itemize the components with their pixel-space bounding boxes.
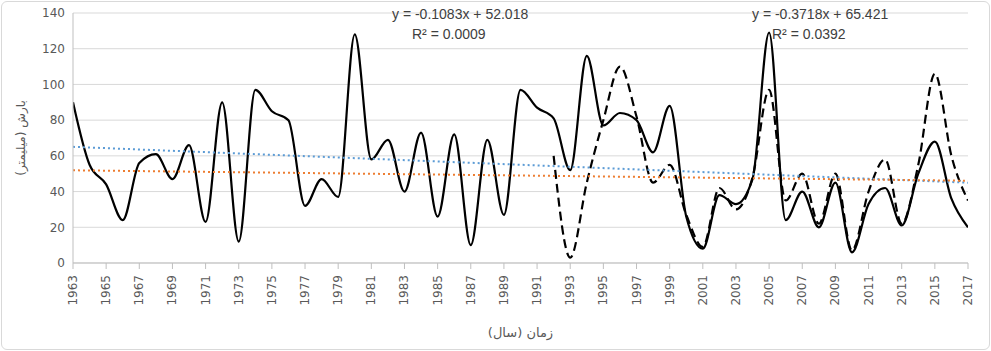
svg-text:1987: 1987 <box>464 275 478 306</box>
svg-text:2015: 2015 <box>928 275 942 306</box>
html-text:y = -0.3718x + 65.421: y = -0.3718x + 65.421 <box>752 6 889 22</box>
svg-text:2003: 2003 <box>729 275 743 306</box>
svg-text:1991: 1991 <box>530 275 544 306</box>
html-text:R² = 0.0009: R² = 0.0009 <box>412 26 486 42</box>
svg-text:1969: 1969 <box>165 275 179 306</box>
svg-text:120: 120 <box>42 42 65 56</box>
svg-text:1995: 1995 <box>596 275 610 306</box>
svg-text:1975: 1975 <box>265 275 279 306</box>
svg-text:0: 0 <box>57 256 65 270</box>
svg-text:2017: 2017 <box>961 275 975 306</box>
svg-text:2011: 2011 <box>862 275 876 306</box>
svg-text:100: 100 <box>42 78 65 92</box>
svg-text:1981: 1981 <box>364 275 378 306</box>
svg-text:2009: 2009 <box>828 275 842 306</box>
html-text:y = -0.1083x + 52.018: y = -0.1083x + 52.018 <box>392 6 529 22</box>
svg-text:1979: 1979 <box>331 275 345 306</box>
svg-text:بارش (میلیمتر): بارش (میلیمتر) <box>14 100 29 175</box>
svg-text:1993: 1993 <box>563 275 577 306</box>
svg-text:2013: 2013 <box>895 275 909 306</box>
svg-text:1997: 1997 <box>630 275 644 306</box>
svg-text:20: 20 <box>50 221 65 235</box>
svg-text:2001: 2001 <box>696 275 710 306</box>
svg-text:1973: 1973 <box>232 275 246 306</box>
svg-text:1967: 1967 <box>132 275 146 306</box>
svg-text:1963: 1963 <box>66 275 80 306</box>
svg-text:1985: 1985 <box>431 275 445 306</box>
svg-text:1971: 1971 <box>199 275 213 306</box>
svg-text:1999: 1999 <box>663 275 677 306</box>
svg-text:1965: 1965 <box>99 275 113 306</box>
svg-text:زمان (سال): زمان (سال) <box>488 325 553 341</box>
svg-text:40: 40 <box>50 185 65 199</box>
svg-text:1989: 1989 <box>497 275 511 306</box>
svg-text:1983: 1983 <box>397 275 411 306</box>
svg-text:2005: 2005 <box>762 275 776 306</box>
svg-text:2007: 2007 <box>795 275 809 306</box>
svg-text:80: 80 <box>50 113 65 127</box>
svg-text:60: 60 <box>50 149 65 163</box>
html-text:R² = 0.0392: R² = 0.0392 <box>772 26 846 42</box>
svg-text:140: 140 <box>42 6 65 20</box>
svg-text:1977: 1977 <box>298 275 312 306</box>
